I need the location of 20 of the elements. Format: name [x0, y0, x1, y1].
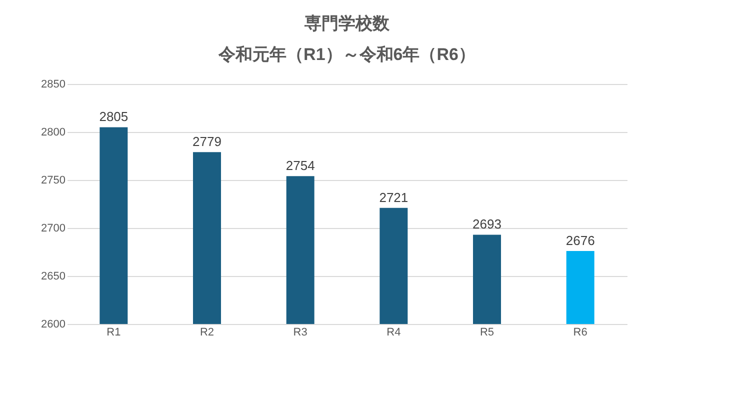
- y-tick-label: 2600: [41, 318, 66, 330]
- chart-subtitle: 令和元年（R1）～令和6年（R6）: [218, 45, 476, 64]
- chart-title: 専門学校数: [304, 14, 390, 33]
- y-tick-label: 2750: [41, 174, 66, 186]
- data-label: 2805: [99, 109, 128, 124]
- data-label: 2721: [379, 190, 408, 205]
- y-tick-label: 2800: [41, 126, 66, 138]
- y-tick-label: 2700: [41, 222, 66, 234]
- x-tick-label: R5: [480, 326, 494, 338]
- x-tick-label: R3: [293, 326, 308, 338]
- data-label: 2754: [286, 158, 315, 174]
- data-label: 2779: [192, 134, 222, 150]
- x-tick-label: R2: [200, 326, 214, 338]
- x-tick-label: R4: [386, 326, 401, 338]
- x-tick-label: R1: [106, 326, 121, 338]
- x-tick-label: R6: [573, 326, 588, 338]
- y-tick-label: 2850: [41, 78, 66, 90]
- y-tick-label: 2650: [41, 270, 66, 282]
- data-label: 2676: [566, 233, 595, 248]
- data-label: 2693: [472, 216, 502, 232]
